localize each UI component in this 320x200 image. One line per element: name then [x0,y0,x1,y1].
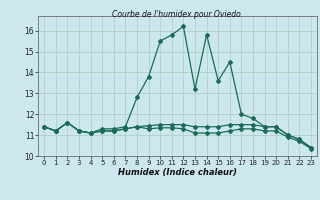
X-axis label: Humidex (Indice chaleur): Humidex (Indice chaleur) [118,168,237,177]
Text: Courbe de l'humidex pour Oviedo: Courbe de l'humidex pour Oviedo [112,10,240,19]
